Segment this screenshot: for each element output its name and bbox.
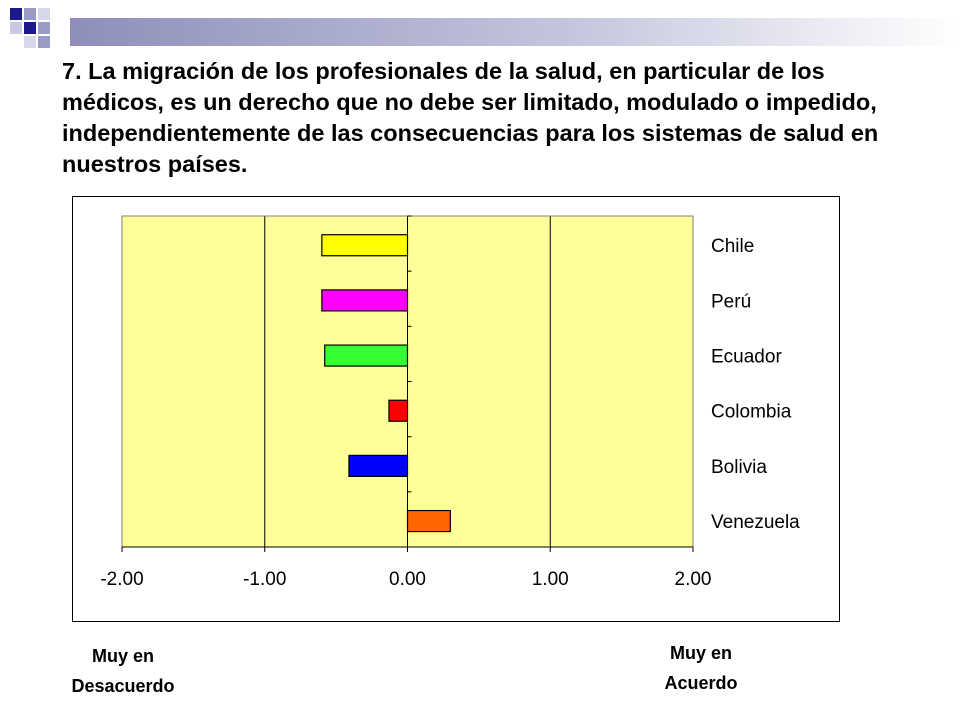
deco-square — [24, 36, 36, 48]
header-gradient-band — [70, 18, 960, 46]
deco-square — [38, 22, 50, 34]
deco-square — [10, 22, 22, 34]
category-label: Bolivia — [711, 457, 767, 478]
pole-right-line-1: Muy en — [669, 643, 732, 663]
chart-frame: -2.00 -1.00 0.00 1.00 2.00 Chile Perú Ecuador Co… — [72, 196, 840, 622]
category-label: Venezuela — [711, 512, 800, 533]
category-label: Perú — [711, 291, 751, 312]
pole-left-line-2: Desacuerdo — [71, 676, 175, 696]
deco-square — [10, 8, 22, 20]
deco-square — [24, 22, 36, 34]
header-decoration — [10, 8, 960, 48]
bar-chile — [321, 234, 409, 257]
x-tick-label: 0.00 — [389, 569, 426, 590]
deco-square — [24, 8, 36, 20]
deco-square — [38, 8, 50, 20]
x-tick-label: 2.00 — [675, 569, 712, 590]
bar-colombia — [388, 399, 409, 422]
bar-bolivia — [348, 454, 409, 478]
x-tick-label: -2.00 — [100, 569, 143, 590]
category-label: Ecuador — [711, 347, 782, 368]
bar-perú — [321, 289, 409, 312]
category-label: Colombia — [711, 402, 792, 423]
pole-right-label: Muy en Acuerdo — [621, 638, 781, 698]
bar-ecuador — [324, 344, 409, 367]
pole-right-line-2: Acuerdo — [664, 673, 738, 693]
slide-title: 7. La migración de los profesionales de … — [62, 58, 879, 177]
category-label: Chile — [711, 236, 754, 257]
bar-venezuela — [406, 509, 451, 533]
pole-left-line-1: Muy en — [91, 646, 154, 666]
deco-square — [38, 36, 50, 48]
bar-chart: -2.00 -1.00 0.00 1.00 2.00 Chile Perú Ecuador Co… — [100, 215, 800, 590]
x-tick-label: 1.00 — [532, 569, 569, 590]
x-tick-label: -1.00 — [243, 569, 286, 590]
pole-left-label: Muy en Desacuerdo — [43, 641, 203, 701]
